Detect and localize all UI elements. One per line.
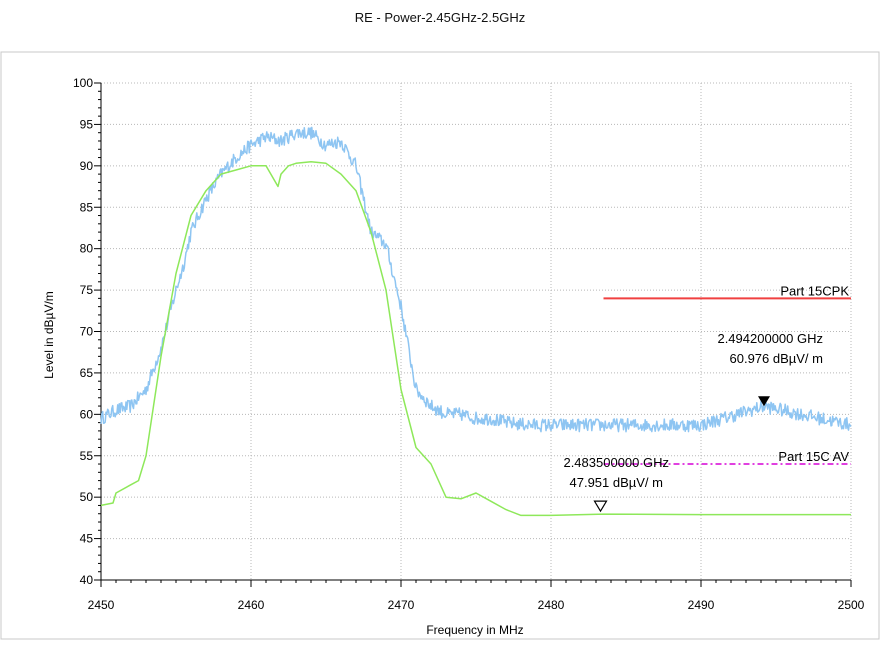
- x-tick-label: 2490: [688, 598, 715, 612]
- limit-label-part15c-av: Part 15C AV: [778, 449, 849, 464]
- y-tick-label: 90: [80, 159, 94, 173]
- y-tick-label: 100: [73, 76, 93, 90]
- y-tick-label: 50: [80, 490, 94, 504]
- x-tick-label: 2500: [838, 598, 865, 612]
- y-tick-label: 95: [80, 117, 94, 131]
- limit-label-part15c-pk: Part 15CPK: [780, 283, 849, 298]
- y-tick-label: 40: [80, 573, 94, 587]
- y-tick-label: 55: [80, 449, 94, 463]
- y-tick-label: 70: [80, 325, 94, 339]
- series-peak: [100, 126, 852, 433]
- chart-frame: [0, 51, 880, 640]
- series-average: [100, 160, 851, 517]
- limit-lines: Part 15CPK Part 15C AV: [603, 283, 851, 466]
- x-tick-label: 2470: [388, 598, 415, 612]
- y-tick-label: 75: [80, 283, 94, 297]
- x-tick-label: 2460: [238, 598, 265, 612]
- grid: [101, 82, 852, 580]
- y-axis-label: Level in dBµV/m: [42, 291, 56, 379]
- y-tick-label: 85: [80, 200, 94, 214]
- y-tick-label: 65: [80, 366, 94, 380]
- x-tick-label: 2450: [88, 598, 115, 612]
- marker-peak-icon: [758, 396, 770, 407]
- markers: 2.494200000 GHz 60.976 dBµV/ m 2.483500000…: [563, 331, 824, 513]
- marker-average-level: 47.951 dBµV/ m: [570, 475, 664, 490]
- chart-title: RE - Power-2.45GHz-2.5GHz: [355, 10, 526, 25]
- y-tick-label: 80: [80, 242, 94, 256]
- y-tick-label: 45: [80, 532, 94, 546]
- marker-average-icon: [593, 500, 608, 513]
- axes: 40 45 50 55 60 65 70 75 80 85 90 95 100 2450 2460 2470 2…: [73, 76, 865, 612]
- marker-average-freq: 2.483500000 GHz: [563, 455, 669, 470]
- x-tick-label: 2480: [538, 598, 565, 612]
- marker-peak-freq: 2.494200000 GHz: [717, 331, 823, 346]
- series-lines: [100, 126, 852, 517]
- x-axis-label: Frequency in MHz: [426, 623, 523, 637]
- y-tick-label: 60: [80, 407, 94, 421]
- marker-peak-level: 60.976 dBµV/ m: [730, 351, 824, 366]
